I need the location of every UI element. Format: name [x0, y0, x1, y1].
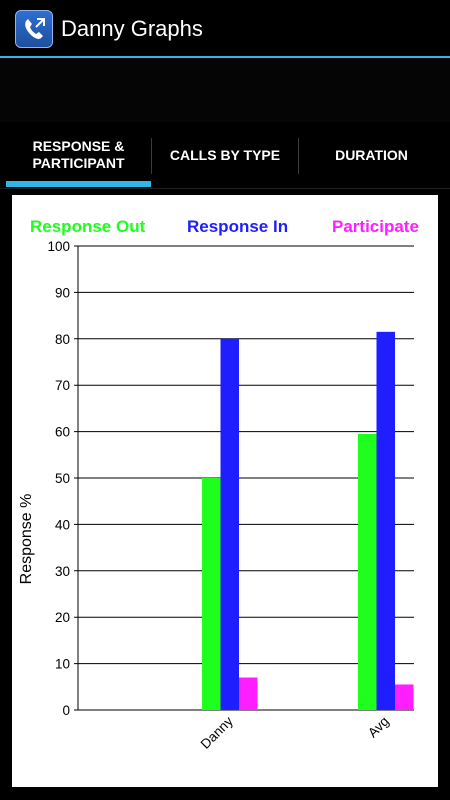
y-tick-label: 40 — [55, 517, 70, 532]
selected-tab-indicator — [6, 181, 151, 187]
chart-legend: Response Out Response In Participate — [30, 217, 419, 236]
y-tick-label: 80 — [55, 332, 70, 347]
bar-response-out-danny — [202, 478, 221, 710]
tab-divider — [151, 138, 152, 174]
chart-bars — [202, 331, 414, 710]
y-tick-label: 0 — [62, 703, 70, 718]
bar-response-out-avg — [358, 433, 377, 710]
y-tick-label: 30 — [55, 564, 70, 579]
legend-participate: Participate — [332, 217, 419, 236]
y-tick-label: 90 — [55, 285, 70, 300]
y-axis-ticks: 0 10 20 30 40 50 60 70 80 90 100 — [47, 239, 70, 718]
y-tick-label: 20 — [55, 610, 70, 625]
x-tick-label: Danny — [198, 713, 236, 751]
bar-response-in-avg — [376, 331, 395, 710]
bar-chart: Response Out Response In Participate 0 10… — [18, 217, 419, 752]
tab-label: CALLS BY TYPE — [169, 146, 281, 163]
x-axis-ticks: Danny Avg — [198, 713, 392, 751]
y-tick-label: 70 — [55, 378, 70, 393]
legend-response-out: Response Out — [30, 217, 146, 236]
x-tick-label: Avg — [365, 714, 392, 741]
tab-calls-by-type[interactable]: CALLS BY TYPE — [152, 122, 298, 188]
tab-duration[interactable]: DURATION — [299, 122, 444, 188]
y-tick-label: 10 — [55, 657, 70, 672]
bar-participate-avg — [395, 684, 414, 710]
tab-divider — [298, 138, 299, 174]
y-axis-label: Response % — [18, 494, 35, 585]
bar-response-in-danny — [220, 338, 239, 710]
y-tick-label: 50 — [55, 471, 70, 486]
bar-participate-danny — [239, 677, 258, 710]
chart-grid — [74, 245, 414, 711]
tab-bar: RESPONSE & PARTICIPANT CALLS BY TYPE DUR… — [0, 122, 450, 189]
chart-panel: Response Out Response In Participate 0 10… — [12, 195, 438, 787]
phone-call-icon[interactable] — [15, 10, 53, 48]
tab-label-line2: PARTICIPANT — [32, 155, 125, 171]
legend-response-in: Response In — [187, 217, 288, 236]
tab-label-line1: RESPONSE & — [32, 138, 125, 154]
app-title: Danny Graphs — [61, 16, 203, 41]
y-tick-label: 100 — [47, 239, 70, 254]
header-band — [0, 58, 450, 122]
tab-label: DURATION — [335, 146, 408, 163]
action-bar: Danny Graphs — [0, 0, 450, 58]
tab-response-participant[interactable]: RESPONSE & PARTICIPANT — [6, 122, 151, 188]
y-tick-label: 60 — [55, 425, 70, 440]
